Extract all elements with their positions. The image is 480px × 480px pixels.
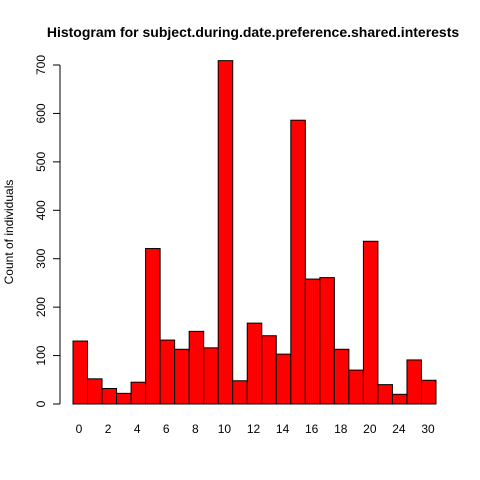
histogram-bar [188,330,205,405]
y-tick-label: 400 [34,200,48,220]
y-tick-label: 0 [34,400,48,407]
histogram-bar [145,248,161,405]
y-tick-label: 200 [34,297,48,317]
histogram-bar [420,379,437,405]
x-tick-label: 2 [105,422,112,436]
histogram-bar [101,388,118,405]
x-tick-label: 20 [363,422,377,436]
histogram-bar [362,240,379,405]
x-tick-label: 12 [247,422,261,436]
y-tick-label: 600 [34,103,48,123]
y-tick-label: 300 [34,248,48,268]
histogram-bar [203,347,219,405]
histogram-bar [174,348,190,405]
x-tick-label: 30 [421,422,435,436]
histogram-bar [130,381,147,405]
y-axis: 0 100 200 300 400 500 600 700 [34,55,61,407]
histogram-bar [333,348,350,405]
y-tick-label: 700 [34,55,48,75]
histogram-bar [159,339,176,405]
histogram-bar [304,278,321,405]
x-tick-label: 24 [392,422,406,436]
histogram-bar [217,60,234,405]
x-tick-label: 10 [218,422,232,436]
x-tick-label: 6 [163,422,170,436]
y-tick-label: 500 [34,152,48,172]
x-tick-label: 16 [305,422,319,436]
histogram-bar [290,119,306,405]
histogram-bar [406,359,422,405]
histogram-bar [232,380,248,405]
histogram-bar [116,392,132,405]
x-tick-label: 14 [276,422,290,436]
x-tick-label: 8 [192,422,199,436]
histogram-bar [391,393,408,405]
histogram-bar [348,369,364,405]
x-tick-label: 0 [76,422,83,436]
histogram-bar [72,340,89,405]
histogram-bar [377,384,393,405]
histogram-bar [319,277,335,405]
chart-title: Histogram for subject.during.date.prefer… [47,24,460,40]
y-tick-label: 100 [34,345,48,365]
histogram-bar [261,335,277,405]
y-axis-label: Count of individuals [2,180,16,285]
histogram-bar [275,353,292,405]
histogram-bar [246,322,263,405]
x-tick-label: 4 [134,422,141,436]
histogram-bar [87,378,103,405]
x-axis: 0 2 4 6 8 10 12 14 16 18 20 24 30 [76,422,435,436]
x-tick-label: 18 [334,422,348,436]
bars-layer [72,60,437,405]
